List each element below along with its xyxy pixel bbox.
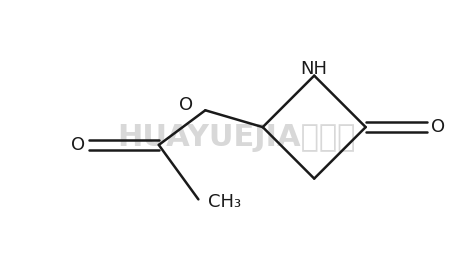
Text: NH: NH — [301, 60, 328, 78]
Text: HUAYUEJIA化学加: HUAYUEJIA化学加 — [117, 123, 355, 152]
Text: CH₃: CH₃ — [208, 193, 241, 211]
Text: O: O — [431, 118, 445, 136]
Text: O: O — [71, 136, 85, 154]
Text: O: O — [179, 96, 194, 114]
